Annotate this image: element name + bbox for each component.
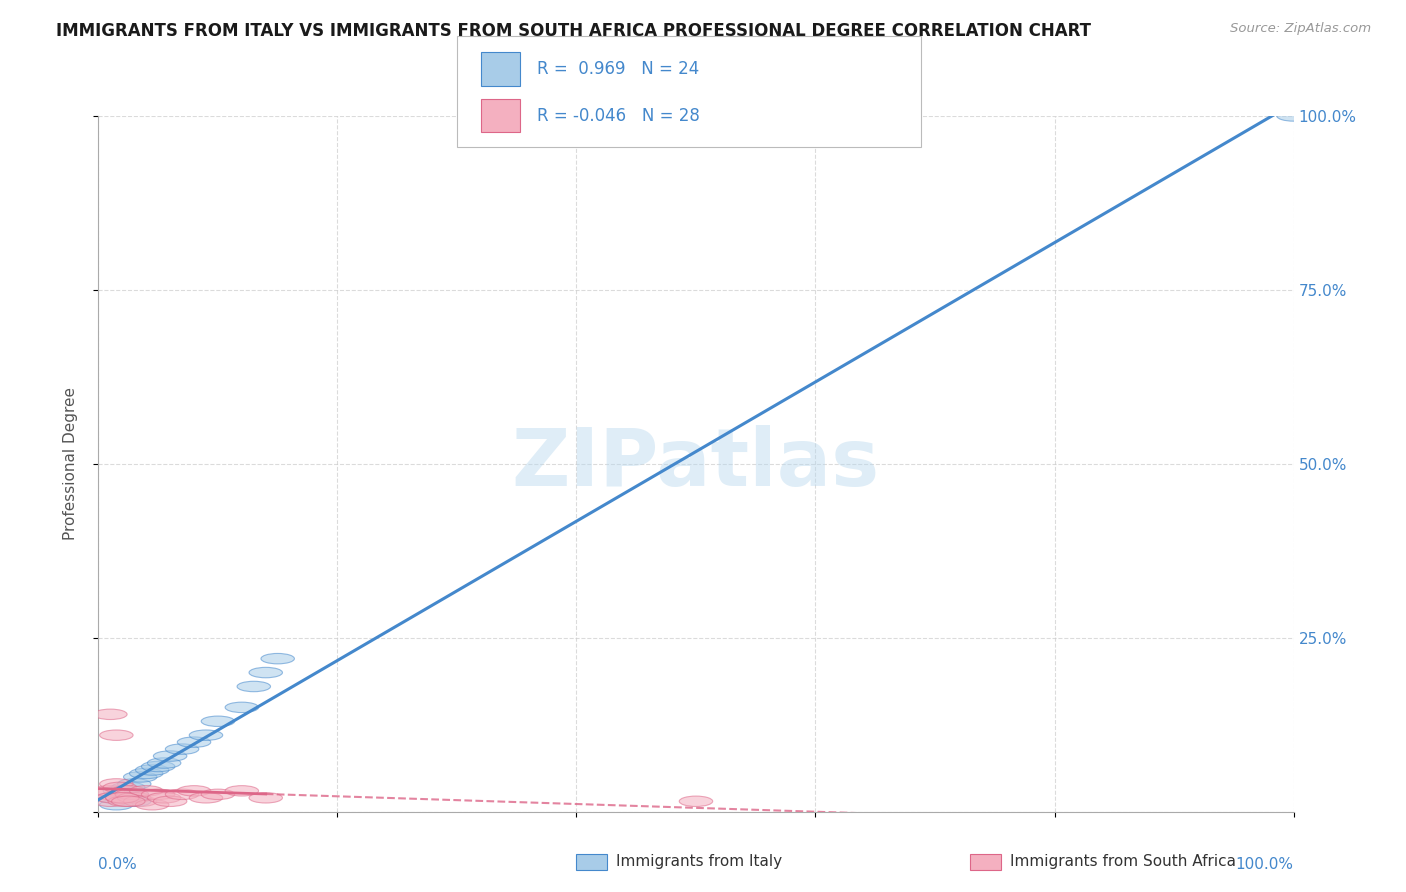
- Ellipse shape: [105, 793, 139, 803]
- Ellipse shape: [105, 793, 139, 803]
- Ellipse shape: [103, 782, 136, 793]
- Ellipse shape: [262, 654, 294, 664]
- Ellipse shape: [100, 730, 134, 740]
- Ellipse shape: [124, 796, 157, 806]
- Ellipse shape: [190, 793, 222, 803]
- Ellipse shape: [105, 789, 139, 799]
- Ellipse shape: [1277, 111, 1310, 121]
- Ellipse shape: [96, 793, 129, 803]
- Ellipse shape: [142, 789, 174, 799]
- Y-axis label: Professional Degree: Professional Degree: [63, 387, 77, 541]
- Text: ZIPatlas: ZIPatlas: [512, 425, 880, 503]
- Ellipse shape: [94, 796, 127, 806]
- Ellipse shape: [177, 786, 211, 796]
- Ellipse shape: [153, 796, 187, 806]
- Ellipse shape: [201, 716, 235, 726]
- Ellipse shape: [118, 793, 150, 803]
- Ellipse shape: [142, 761, 174, 772]
- Ellipse shape: [225, 786, 259, 796]
- Ellipse shape: [96, 793, 129, 803]
- Ellipse shape: [108, 796, 142, 806]
- Text: IMMIGRANTS FROM ITALY VS IMMIGRANTS FROM SOUTH AFRICA PROFESSIONAL DEGREE CORREL: IMMIGRANTS FROM ITALY VS IMMIGRANTS FROM…: [56, 22, 1091, 40]
- Ellipse shape: [249, 793, 283, 803]
- Ellipse shape: [135, 799, 169, 810]
- Ellipse shape: [153, 751, 187, 761]
- Ellipse shape: [111, 782, 145, 793]
- Ellipse shape: [115, 789, 149, 799]
- Ellipse shape: [129, 768, 163, 779]
- Ellipse shape: [103, 786, 136, 796]
- Ellipse shape: [91, 786, 125, 796]
- Ellipse shape: [115, 789, 149, 799]
- Text: 0.0%: 0.0%: [98, 857, 138, 872]
- Text: R =  0.969   N = 24: R = 0.969 N = 24: [537, 61, 699, 78]
- Ellipse shape: [118, 779, 150, 789]
- Ellipse shape: [87, 789, 121, 799]
- Ellipse shape: [100, 799, 134, 810]
- Text: Immigrants from Italy: Immigrants from Italy: [616, 855, 782, 869]
- Ellipse shape: [148, 793, 181, 803]
- Ellipse shape: [111, 786, 145, 796]
- Ellipse shape: [679, 796, 713, 806]
- Ellipse shape: [148, 758, 181, 768]
- Text: 100.0%: 100.0%: [1236, 857, 1294, 872]
- Ellipse shape: [238, 681, 270, 691]
- Ellipse shape: [166, 789, 198, 799]
- Ellipse shape: [108, 793, 142, 803]
- Text: Immigrants from South Africa: Immigrants from South Africa: [1010, 855, 1236, 869]
- Ellipse shape: [118, 796, 150, 806]
- Ellipse shape: [94, 709, 127, 720]
- Ellipse shape: [201, 789, 235, 799]
- Ellipse shape: [249, 667, 283, 678]
- Text: R = -0.046   N = 28: R = -0.046 N = 28: [537, 106, 700, 125]
- Ellipse shape: [111, 796, 145, 806]
- Ellipse shape: [100, 779, 134, 789]
- Ellipse shape: [225, 702, 259, 713]
- Ellipse shape: [166, 744, 198, 755]
- Ellipse shape: [129, 786, 163, 796]
- Ellipse shape: [135, 764, 169, 775]
- Ellipse shape: [190, 730, 222, 740]
- Ellipse shape: [177, 737, 211, 747]
- Ellipse shape: [124, 772, 157, 782]
- Text: Source: ZipAtlas.com: Source: ZipAtlas.com: [1230, 22, 1371, 36]
